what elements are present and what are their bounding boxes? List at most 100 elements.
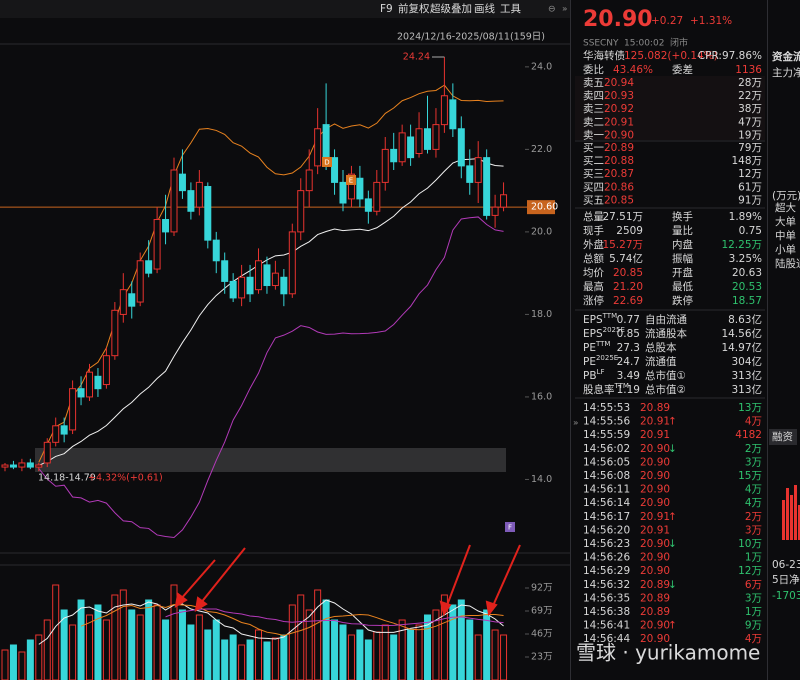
tick-volume: 3万 [745,456,762,468]
event-marker[interactable] [505,522,515,532]
candle-body [212,239,220,262]
market-info: CNY [600,39,619,49]
tick-volume: 1万 [745,552,762,564]
fund-value: 8.63亿 [728,313,762,326]
toolbar-button[interactable]: 超级叠加 [430,2,472,15]
candle-body [43,441,51,464]
volume-bar [52,584,60,680]
volume-bar [170,584,178,680]
collapse-icon[interactable]: » [573,419,579,429]
candle-body [314,128,322,167]
event-marker-label[interactable]: E [349,177,353,185]
fund-label-sup: 2025E [603,326,625,334]
fund-label-sup: 2025E [596,354,618,362]
tick-volume: 13万 [738,402,762,414]
fund-label-sup: LF [597,368,605,376]
candle-body [1,464,9,468]
candle-body [9,464,17,468]
y-tick-label: 46万 [531,629,553,640]
candle-body [407,136,415,159]
candle-body [35,464,43,468]
stat-label: 振幅 [672,252,693,265]
toolbar-icon[interactable]: ⊖ [548,5,556,15]
tick-time: 14:56:26 [583,552,630,564]
tick-price: 20.89 [640,402,670,414]
volume-bar [331,619,339,680]
candle-body [119,289,127,315]
volume-bar [491,629,499,680]
event-marker[interactable] [322,157,332,167]
candle-body [77,388,85,398]
candle-body [255,260,262,291]
book-label: 买三 [583,168,604,180]
stat-label: 开盘 [672,266,693,279]
volume-bar [18,651,26,680]
volume-bar [288,604,296,680]
event-marker-label[interactable]: D [324,159,329,167]
book-price: 20.93 [604,90,634,102]
tick-volume: 10万 [738,538,762,550]
fund-label-sup: TTM [602,312,617,320]
volume-bar [178,609,186,680]
tick-volume: 4万 [745,484,762,496]
tick-arrow: ↓ [668,443,677,455]
book-volume: 61万 [738,181,762,193]
plot: F9 前复权 超级叠加 画线 工具 24.0 22.0 20.0 18.0 16.0 14.0 92万… [0,2,558,680]
stat-value: 20.63 [732,267,762,279]
tick-price: 20.91 [640,416,670,428]
candle-body [221,260,229,282]
toolbar-button[interactable]: 画线 [474,2,495,15]
side-row: 中单 [775,229,796,242]
event-marker[interactable] [346,175,356,185]
tick-price: 20.89 [640,592,670,604]
stat-value: 15.27万 [602,239,643,251]
side-bar [786,488,789,540]
book-price: 20.94 [604,77,634,89]
tick-time: 14:56:17 [583,511,630,523]
book-label: 卖三 [583,103,604,115]
tick-time: 14:55:56 [583,416,630,428]
stat-value: 27.51万 [602,211,643,223]
candle-body [500,194,508,208]
candle-body [491,206,499,216]
volume-bar [415,624,423,680]
volume-ma [165,608,504,627]
volume-bar [111,594,119,680]
candle-body [204,186,212,241]
volume-bar [204,629,212,680]
fund-value: 24.7 [617,356,640,368]
low-range-label: 14.18-14.79 [38,473,96,484]
annotation-arrows [174,544,521,617]
stat-label: 外盘 [583,238,604,251]
volume-bar [195,614,203,680]
tick-price: 20.91 [640,429,670,441]
volume-bar [424,614,431,680]
volume-bar [381,624,389,680]
tick-price: 20.90 [640,456,670,468]
stat-value: 0.75 [739,225,762,237]
tick-price: 20.90 [640,538,670,550]
candle-body [356,177,364,200]
fund-value: 313亿 [731,369,762,382]
side-date: 06-23 [772,559,800,571]
toolbar-button[interactable]: 前复权 [398,2,430,15]
high-label: 24.24 [403,52,430,63]
volume-bar [356,629,364,680]
tick-volume: 6万 [745,579,762,591]
toolbar-button[interactable]: 工具 [500,3,521,15]
volume-bar [246,639,254,680]
volume-bar [162,619,170,680]
toolbar-icon[interactable]: » [562,5,568,15]
event-marker-label[interactable]: F [508,524,512,532]
tick-price: 20.91 [640,524,670,536]
toolbar-button[interactable]: F9 [380,3,393,15]
candle-body [111,309,119,357]
candle-body [271,272,279,287]
tick-arrow: ↓ [668,538,677,550]
tick-time: 14:56:11 [583,484,630,496]
stat-label: 换手 [672,210,693,223]
candle-body [153,219,161,270]
side-tab[interactable]: 融资 [772,431,793,443]
tick-price: 20.90 [640,443,670,455]
volume-bar [474,634,482,680]
